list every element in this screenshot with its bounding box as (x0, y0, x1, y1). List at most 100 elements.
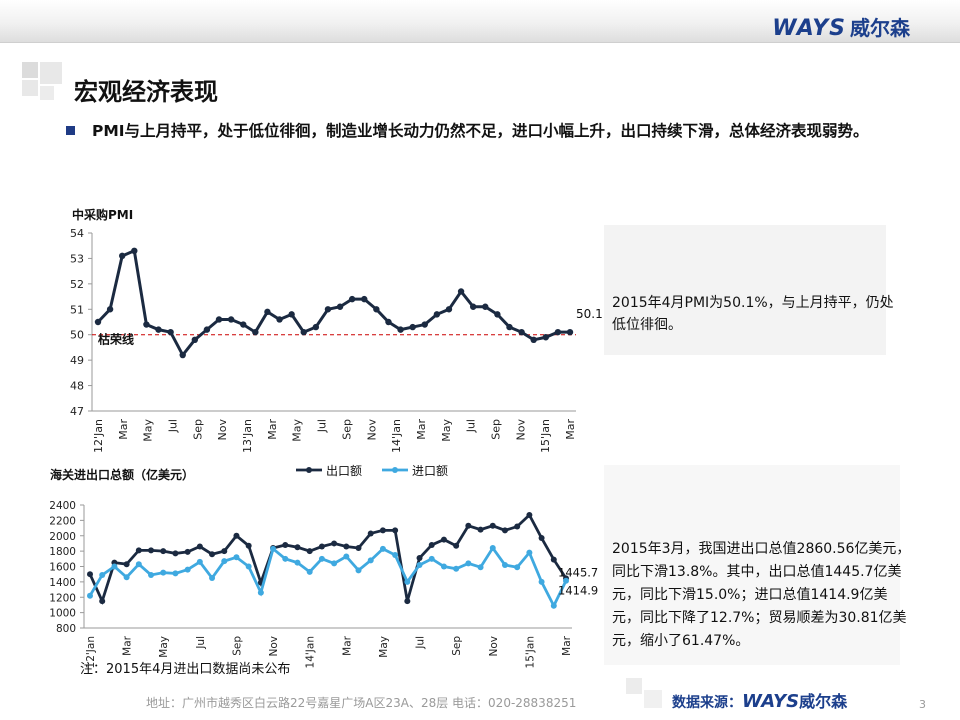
y-tick-label: 54 (70, 227, 84, 240)
trade-data-point-1 (404, 578, 411, 585)
pmi-data-point (264, 308, 271, 316)
x-tick-label: 14'Jan (390, 419, 403, 453)
x-tick-label: Jul (415, 636, 427, 650)
trade-data-point-1 (306, 568, 313, 575)
trade-data-point-0 (257, 579, 264, 586)
pmi-panel-bg (604, 225, 886, 355)
trade-data-point-0 (440, 536, 447, 543)
x-tick-label: May (142, 419, 155, 442)
pmi-data-point (94, 318, 102, 326)
x-tick-label: Sep (340, 419, 353, 440)
pmi-data-point (482, 303, 489, 310)
pmi-data-point (312, 323, 320, 331)
trade-data-point-1 (465, 560, 472, 567)
pmi-data-point (530, 336, 537, 343)
pmi-data-point (203, 326, 211, 333)
trade-data-point-1 (135, 561, 142, 568)
pmi-data-point (566, 328, 574, 336)
trade-data-point-0 (196, 543, 203, 550)
summary-bullet: PMI与上月持平，处于低位徘徊，制造业增长动力仍然不足，进口小幅上升，出口持续下… (92, 122, 869, 140)
y-tick-label: 47 (70, 405, 84, 418)
pmi-data-point (300, 328, 307, 336)
pmi-data-point (179, 351, 186, 359)
trade-data-point-1 (160, 569, 167, 576)
x-tick-label: 15'Jan (539, 419, 552, 453)
trade-data-point-1 (501, 561, 508, 568)
trade-data-point-1 (196, 558, 203, 565)
bullet-marker (66, 126, 75, 135)
trade-data-point-1 (331, 560, 338, 567)
x-tick-label: 12'Jan (92, 419, 105, 453)
trade-data-point-1 (514, 564, 521, 571)
trade-data-point-1 (379, 545, 386, 552)
trade-series-line-0 (88, 512, 568, 605)
trade-data-point-1 (184, 566, 191, 573)
x-tick-label: Mar (564, 419, 577, 440)
trade-chart-title: 海关进出口总额（亿美元） (50, 468, 195, 482)
trade-data-point-0 (318, 543, 325, 550)
decor-square-1 (22, 62, 38, 78)
legend-marker-1 (392, 467, 398, 473)
trade-data-point-0 (87, 571, 93, 578)
pmi-data-point (433, 311, 441, 318)
pmi-data-point (397, 326, 404, 333)
trade-data-point-1 (526, 549, 533, 556)
x-tick-label: Nov (216, 419, 229, 441)
pmi-data-point (106, 306, 114, 313)
trade-data-point-0 (367, 530, 374, 537)
trade-data-point-1 (428, 555, 435, 562)
trade-data-point-0 (453, 542, 460, 549)
page-number: 3 (919, 698, 926, 711)
y-tick-label: 2200 (49, 515, 76, 527)
trade-data-point-0 (233, 532, 240, 539)
brand-logo: WAYS 威尔森 (772, 12, 910, 41)
x-tick-label: Mar (561, 635, 573, 655)
y-tick-label: 51 (70, 303, 84, 316)
y-tick-label: 52 (70, 278, 84, 291)
trade-data-point-0 (538, 535, 545, 542)
legend-label-0: 出口额 (326, 464, 362, 478)
pmi-data-point (554, 328, 562, 336)
source-logo: WAYS (742, 691, 800, 712)
x-tick-label: 13'Jan (241, 419, 254, 453)
footer-decor-2 (644, 690, 662, 708)
pmi-data-point (361, 295, 368, 303)
decor-square-3 (22, 80, 38, 96)
trade-data-point-1 (318, 555, 325, 562)
trade-data-point-1 (355, 567, 362, 574)
y-tick-label: 50 (70, 329, 84, 342)
x-tick-label: Jul (316, 419, 329, 433)
trade-data-point-1 (294, 559, 301, 566)
trade-data-point-0 (111, 559, 118, 566)
pmi-data-point (155, 326, 162, 333)
trade-data-point-0 (135, 547, 142, 554)
trade-data-point-0 (123, 561, 130, 568)
trade-data-point-1 (123, 574, 130, 581)
trade-data-point-0 (355, 545, 362, 552)
y-tick-label: 53 (70, 252, 84, 265)
trade-data-point-0 (416, 555, 423, 562)
x-tick-label: Mar (415, 419, 428, 440)
pmi-data-point (506, 323, 513, 331)
y-tick-label: 49 (70, 354, 84, 367)
y-tick-label: 2000 (49, 531, 76, 543)
pmi-data-point (445, 306, 453, 313)
trade-data-point-0 (160, 548, 167, 555)
x-tick-label: Mar (117, 419, 130, 440)
trade-data-point-0 (526, 511, 533, 518)
trade-data-point-1 (282, 555, 289, 562)
trade-series-line-1 (88, 545, 568, 609)
x-tick-label: Nov (514, 419, 527, 441)
trade-data-point-0 (306, 548, 313, 555)
x-tick-label: Jul (167, 419, 180, 433)
pmi-data-point (288, 311, 295, 318)
legend-label-1: 进口额 (412, 464, 448, 478)
export-last-value-label: 1445.7 (558, 565, 598, 579)
trade-data-point-1 (440, 563, 447, 570)
trade-data-point-0 (282, 541, 289, 548)
footnote: 注：2015年4月进出口数据尚未公布 (80, 662, 291, 677)
trade-data-point-1 (111, 563, 118, 570)
pmi-data-point (494, 311, 501, 318)
pmi-last-value-label: 50.1 (576, 307, 603, 321)
pmi-data-point (227, 316, 235, 323)
